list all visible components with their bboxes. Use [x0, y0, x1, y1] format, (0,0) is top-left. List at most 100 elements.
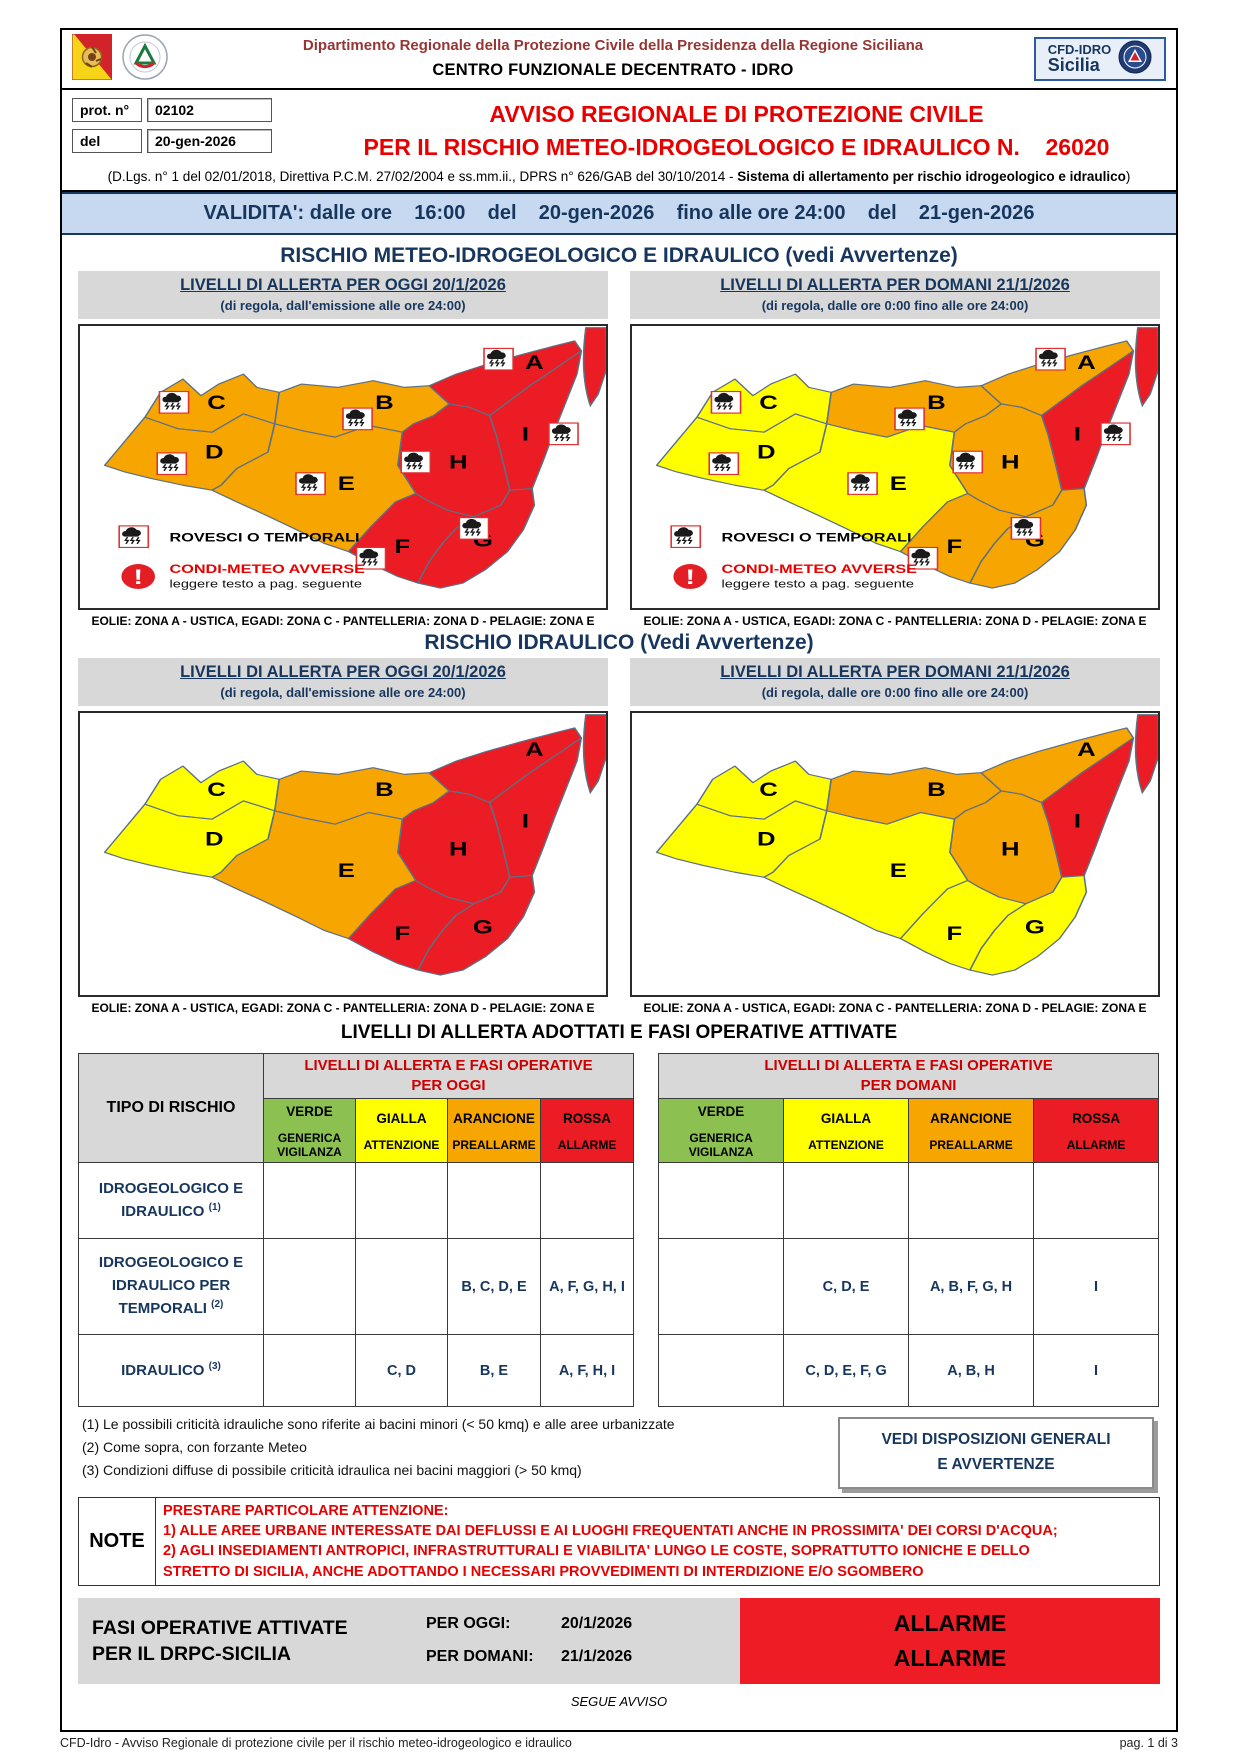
storm-icon	[952, 450, 984, 474]
zone-d-label: D	[757, 828, 776, 850]
meteo-tomorrow-header: LIVELLI DI ALLERTA PER DOMANI 21/1/2026 …	[630, 270, 1160, 319]
vedi-disposizioni-box: VEDI DISPOSIZIONI GENERALI E AVVERTENZE	[838, 1417, 1154, 1489]
alert-table-today: TIPO DI RISCHIO LIVELLI DI ALLERTA E FAS…	[78, 1052, 635, 1408]
risk-row-label: IDROGEOLOGICO E IDRAULICO PER TEMPORALI …	[78, 1238, 264, 1336]
level-header-arancione: ARANCIONE PREALLARME	[447, 1098, 541, 1164]
storm-icon	[400, 450, 432, 474]
main-content: RISCHIO METEO-IDROGEOLOGICO E IDRAULICO …	[62, 235, 1176, 1730]
storm-icon	[1035, 347, 1066, 371]
storm-icon	[458, 516, 490, 540]
meteo-tomorrow-column: LIVELLI DI ALLERTA PER DOMANI 21/1/2026 …	[630, 270, 1160, 628]
fasi-today-row: PER OGGI: 20/1/2026	[426, 1615, 633, 1633]
table-cell: A, F, G, H, I	[539, 1238, 635, 1336]
storm-icon	[158, 390, 190, 414]
alert-tables-row: TIPO DI RISCHIO LIVELLI DI ALLERTA E FAS…	[78, 1052, 1160, 1408]
table-cell: C, D	[355, 1334, 448, 1408]
storm-icon	[708, 452, 740, 475]
idraulico-tomorrow-column: LIVELLI DI ALLERTA PER DOMANI 21/1/2026 …	[630, 657, 1160, 1015]
footer-page-number: pag. 1 di 3	[1119, 1736, 1178, 1750]
today-columns-header: LIVELLI DI ALLERTA E FASI OPERATIVE PER …	[262, 1052, 635, 1100]
zone-c-label: C	[207, 778, 226, 800]
table-cell	[355, 1162, 448, 1240]
table-cell: B, C, D, E	[447, 1238, 541, 1336]
section-title-meteo: RISCHIO METEO-IDROGEOLOGICO E IDRAULICO …	[280, 243, 958, 267]
table-cell	[539, 1162, 635, 1240]
table-cell	[658, 1238, 785, 1336]
legend-adverse-title: CONDI-METEO AVVERSE	[170, 563, 365, 576]
storm-icon	[847, 471, 878, 495]
alert-table-tomorrow: LIVELLI DI ALLERTA E FASI OPERATIVE PER …	[658, 1052, 1160, 1408]
meteo-maps-row: LIVELLI DI ALLERTA PER OGGI 20/1/2026 (d…	[78, 270, 1160, 628]
storm-icon	[670, 524, 702, 548]
table-row: C, D, E, F, G A, B, H I	[658, 1334, 1160, 1408]
zone-h-label: H	[449, 838, 468, 860]
legend-adverse-sub: leggere testo a pag. seguente	[722, 577, 914, 590]
map-meteo-today: A B C D E F G H I ROVESCI O TEMPORALI! CONDI-METEO…	[78, 323, 608, 610]
storm-icon	[355, 546, 387, 570]
legend-adverse-sub: leggere testo a pag. seguente	[170, 577, 362, 590]
zone-h-label: H	[1001, 451, 1020, 473]
islands-caption: EOLIE: ZONA A - USTICA, EGADI: ZONA C - …	[91, 613, 595, 628]
zone-b-label: B	[927, 391, 946, 413]
table-row: C, D, E A, B, F, G, H I	[658, 1238, 1160, 1336]
storm-icon	[548, 422, 579, 445]
prot-number-value: 02102	[147, 98, 272, 122]
zone-c-label: C	[759, 391, 778, 413]
mainland-calabria	[1134, 713, 1158, 794]
zone-h-label: H	[1001, 838, 1020, 860]
main-title: AVVISO REGIONALE DI PROTEZIONE CIVILE PE…	[307, 98, 1166, 165]
zone-i-label: I	[522, 422, 529, 444]
storm-icon	[1100, 422, 1131, 445]
svg-text:!: !	[685, 565, 695, 589]
islands-caption: EOLIE: ZONA A - USTICA, EGADI: ZONA C - …	[643, 1000, 1147, 1015]
zone-i-label: I	[1074, 809, 1081, 831]
fasi-today-phase: ALLARME	[893, 1609, 1007, 1636]
table-cell	[355, 1238, 448, 1336]
zone-b-label: B	[375, 778, 394, 800]
svg-text:!: !	[133, 565, 143, 589]
legend-storm-label: ROVESCI O TEMPORALI	[170, 531, 360, 544]
table-row: IDROGEOLOGICO E IDRAULICO (1)	[78, 1162, 635, 1240]
department-line: Dipartimento Regionale della Protezione …	[302, 37, 924, 55]
title-line-2: PER IL RISCHIO METEO-IDROGEOLOGICO E IDR…	[363, 134, 1110, 161]
document-frame: Dipartimento Regionale della Protezione …	[60, 28, 1178, 1732]
zone-e-label: E	[890, 859, 907, 881]
table-cell	[783, 1162, 910, 1240]
table-cell: C, D, E	[783, 1238, 910, 1336]
zone-e-label: E	[338, 472, 355, 494]
risk-row-label: IDRAULICO (3)	[78, 1334, 264, 1408]
storm-icon	[342, 407, 373, 430]
header-logos	[71, 33, 192, 85]
fasi-tomorrow-phase: ALLARME	[893, 1644, 1007, 1671]
validity-bar: VALIDITA': dalle ore 16:00 del 20-gen-20…	[62, 191, 1176, 235]
storm-icon	[894, 407, 925, 430]
table-cell	[658, 1334, 785, 1408]
zone-b-label: B	[927, 778, 946, 800]
cfd-region-label: Sicilia	[1047, 55, 1100, 76]
legend-storm-label: ROVESCI O TEMPORALI	[722, 531, 912, 544]
storm-icon	[907, 546, 939, 570]
prot-number-label: prot. n°	[72, 98, 142, 122]
zone-d-label: D	[205, 441, 224, 463]
protocol-number-row: prot. n° 02102	[72, 98, 307, 122]
level-header-verde: VERDE GENERICA VIGILANZA	[263, 1098, 356, 1164]
level-header-arancione: ARANCIONE PREALLARME	[908, 1098, 1035, 1164]
zone-f-label: F	[946, 535, 962, 557]
fasi-alarm-box: ALLARME ALLARME	[740, 1597, 1160, 1684]
normative-reference-line: (D.Lgs. n° 1 del 02/01/2018, Direttiva P…	[62, 167, 1176, 192]
fasi-dates: PER OGGI: 20/1/2026 PER DOMANI: 21/1/202…	[426, 1598, 740, 1684]
footnotes: (1) Le possibili criticità idrauliche so…	[78, 1413, 818, 1489]
zone-g-label: G	[1025, 916, 1045, 938]
fasi-tomorrow-date: 21/1/2026	[561, 1648, 633, 1666]
title-line-1: AVVISO REGIONALE DI PROTEZIONE CIVILE	[489, 101, 984, 127]
storm-icon	[483, 347, 514, 371]
segue-avviso: SEGUE AVVISO	[570, 1693, 668, 1709]
mainland-calabria	[582, 326, 606, 407]
level-header-rossa: ROSSA ALLARME	[539, 1098, 635, 1164]
zone-f-label: F	[946, 922, 962, 944]
storm-icon	[295, 471, 326, 495]
map-idraulico-today: A B C D E F G H I	[78, 710, 608, 997]
sicily-region-flag-icon	[71, 33, 113, 85]
footnote-1: (1) Le possibili criticità idrauliche so…	[82, 1416, 675, 1433]
